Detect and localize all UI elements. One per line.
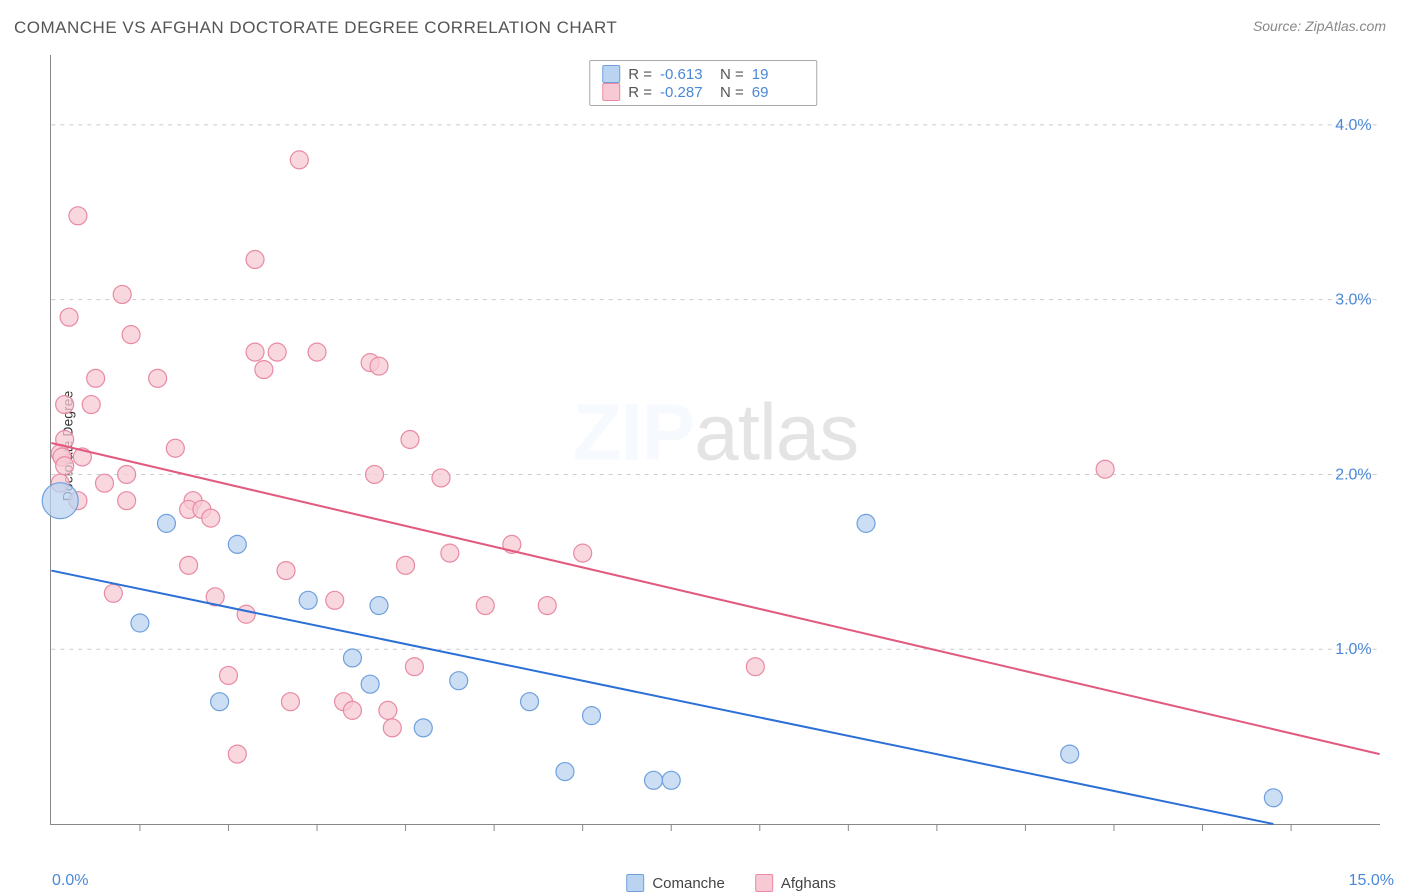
legend-label-afghans: Afghans xyxy=(781,875,836,892)
svg-text:1.0%: 1.0% xyxy=(1335,641,1371,658)
r-value-afghans: -0.287 xyxy=(660,84,712,101)
swatch-afghans xyxy=(602,83,620,101)
r-label: R = xyxy=(628,84,652,101)
n-value-comanche: 19 xyxy=(752,66,804,83)
r-label: R = xyxy=(628,66,652,83)
r-value-comanche: -0.613 xyxy=(660,66,712,83)
svg-text:3.0%: 3.0% xyxy=(1335,292,1371,309)
plot-area: ZIPatlas 1.0%3.0%4.0%2.0% xyxy=(50,55,1380,825)
source-label: Source: ZipAtlas.com xyxy=(1253,18,1386,34)
legend-row-comanche: R = -0.613 N = 19 xyxy=(602,65,804,83)
swatch-comanche xyxy=(602,65,620,83)
plot-svg: 1.0% 3.0% 4.0% 2.0% xyxy=(51,55,1380,824)
series-legend: Comanche Afghans xyxy=(626,874,836,892)
svg-text:2.0%: 2.0% xyxy=(1335,466,1371,483)
legend-row-afghans: R = -0.287 N = 69 xyxy=(602,83,804,101)
chart-title: COMANCHE VS AFGHAN DOCTORATE DEGREE CORR… xyxy=(14,18,617,38)
correlation-legend: R = -0.613 N = 19 R = -0.287 N = 69 xyxy=(589,60,817,106)
n-value-afghans: 69 xyxy=(752,84,804,101)
n-label: N = xyxy=(720,84,744,101)
legend-item-afghans: Afghans xyxy=(755,874,836,892)
n-label: N = xyxy=(720,66,744,83)
svg-text:4.0%: 4.0% xyxy=(1335,117,1371,134)
legend-item-comanche: Comanche xyxy=(626,874,725,892)
swatch-comanche xyxy=(626,874,644,892)
legend-label-comanche: Comanche xyxy=(652,875,725,892)
swatch-afghans xyxy=(755,874,773,892)
x-axis-min-label: 0.0% xyxy=(52,872,88,890)
x-axis-max-label: 15.0% xyxy=(1349,872,1394,890)
